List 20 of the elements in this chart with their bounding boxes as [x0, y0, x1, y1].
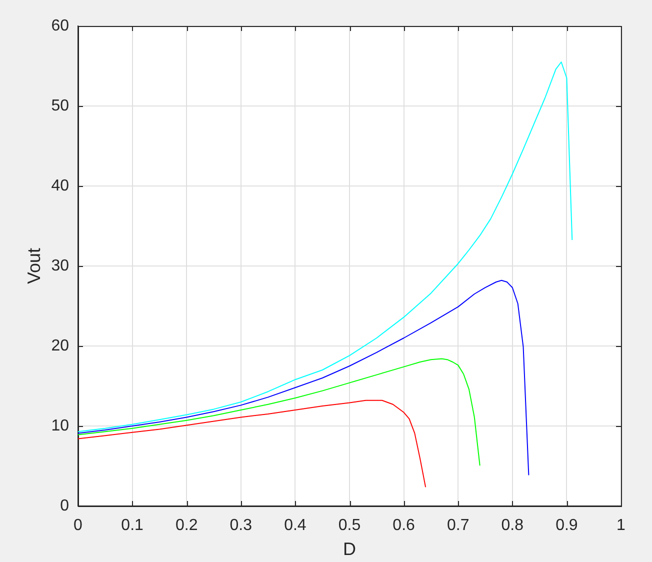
- x-axis-title: D: [343, 539, 356, 560]
- x-tick-label: 0.4: [284, 517, 306, 534]
- y-tick-label: 10: [51, 417, 70, 434]
- y-tick-label: 0: [60, 497, 70, 514]
- x-tick-label: 0.7: [446, 517, 470, 534]
- y-tick-label: 60: [51, 17, 70, 34]
- y-tick-label: 20: [51, 337, 70, 354]
- x-tick-label: 0.5: [338, 517, 361, 534]
- y-tick-label: 30: [51, 257, 70, 274]
- x-tick-label: 1: [616, 517, 626, 534]
- x-tick-label: 0.3: [230, 517, 252, 534]
- x-tick-label: 0.8: [501, 517, 524, 534]
- x-tick-label: 0.9: [556, 517, 578, 534]
- y-tick-label: 50: [51, 97, 70, 114]
- x-tick-label: 0: [74, 517, 83, 534]
- x-tick-label: 0.1: [121, 517, 144, 534]
- y-axis-title: Vout: [24, 248, 44, 284]
- x-tick-label: 0.2: [175, 517, 198, 534]
- x-tick-label: 0.6: [392, 517, 416, 534]
- y-tick-label: 40: [51, 177, 70, 194]
